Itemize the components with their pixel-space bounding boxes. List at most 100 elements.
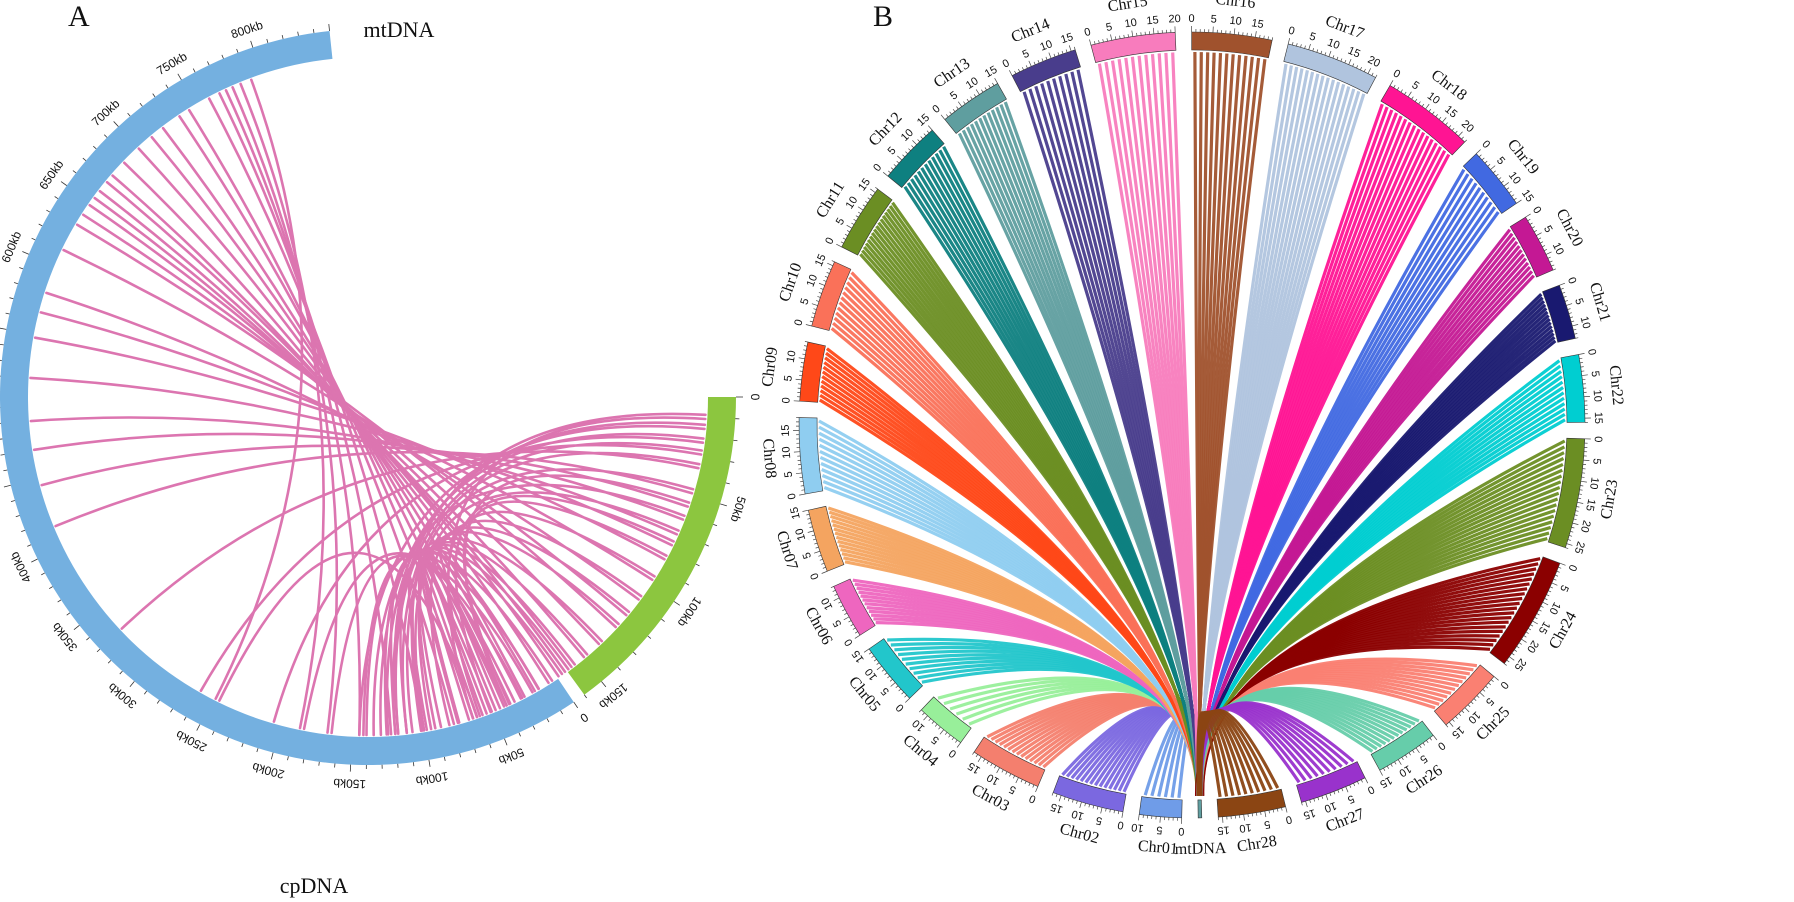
chr-tick (1353, 783, 1356, 787)
chr-tick-label: 0 (894, 701, 907, 714)
chr-tick (806, 513, 810, 516)
chr-tick (1467, 704, 1471, 708)
chr-tick (1571, 526, 1575, 529)
chr-tick-label: 15 (856, 176, 873, 193)
chr-tick (1452, 719, 1455, 722)
cpdna-tick (617, 666, 621, 671)
panel-b-links (818, 51, 1566, 798)
chr-tick-label: 10 (1578, 315, 1593, 330)
chr-label: Chr19 (1504, 136, 1542, 178)
chr-tick (1324, 52, 1327, 56)
chr-tick (1138, 814, 1140, 821)
chr-tick (842, 237, 846, 240)
chr-tick (1014, 70, 1017, 74)
chr-tick-label: 0 (1565, 276, 1578, 286)
chr-tick (1340, 58, 1343, 62)
chr-tick (1061, 50, 1064, 54)
chr-tick (870, 188, 876, 193)
chr-tick (882, 172, 889, 177)
chr-tick-label: 0 (1530, 204, 1543, 216)
chr-tick-label: 10 (1546, 600, 1562, 616)
chr-label: mtDNA (1175, 840, 1227, 858)
chr-label: Chr24 (1546, 609, 1580, 652)
mtdna-tick (129, 681, 135, 687)
chr-tick-label: 10 (910, 717, 927, 734)
chr-tick (844, 233, 848, 236)
chr-tick (815, 300, 820, 302)
cpdna-tick (695, 563, 700, 567)
mtdna-tick (165, 84, 169, 89)
chr-tick-label: 0 (1284, 813, 1293, 826)
chr-tick (1508, 190, 1512, 194)
chr-tick (1263, 35, 1265, 39)
chr-tick (802, 353, 806, 355)
panel-a-circos: 0 50kb 100kb 150kb 200kb 250kb 300kb 350kb 400kb… (0, 17, 762, 898)
chr-tick-label: 15 (1146, 14, 1159, 27)
mtdna-tick (287, 756, 289, 761)
mtdna-tick (212, 731, 215, 736)
chr-tick (1455, 716, 1458, 719)
chr-tick (1525, 631, 1529, 634)
chr-tick (1445, 122, 1448, 126)
chr-tick (1498, 177, 1502, 180)
chr-tick-label: 5 (948, 89, 960, 102)
chr-tick (1092, 805, 1095, 809)
chr-tick (1578, 353, 1585, 355)
mtdna-tick (31, 237, 36, 241)
chr-tick-label: 0 (780, 397, 792, 404)
mtdna-tick (236, 48, 239, 53)
chr-tick (994, 765, 997, 769)
chr-tick (1243, 814, 1245, 821)
chr-tick (1268, 810, 1270, 814)
chr-tick (868, 652, 872, 655)
chr-tick (1393, 84, 1396, 88)
chr-tick (1551, 582, 1558, 586)
chr-tick (850, 623, 854, 627)
chr-tick (1119, 35, 1121, 39)
chr-tick (1028, 782, 1031, 786)
chr-tick (838, 601, 842, 604)
chr-tick (1487, 164, 1491, 167)
mtdna-tick-label: 250kb (173, 727, 209, 755)
chr-tick (1276, 808, 1279, 812)
mtdna-tick (3, 484, 11, 488)
chr-tick (1549, 586, 1554, 589)
chr-tick (1435, 114, 1438, 117)
chr-tick (1009, 773, 1012, 777)
chr-tick (1538, 609, 1542, 612)
chr-tick (804, 341, 808, 343)
chr-tick-label: 10 (964, 75, 981, 92)
chr-tick (1021, 67, 1024, 71)
chr-tick (893, 164, 897, 167)
chr-tick (1397, 87, 1400, 91)
mtdna-tick (107, 660, 112, 664)
mtdna-tick-label: 50kb (496, 745, 526, 768)
chr-tick (1371, 72, 1374, 76)
chr-tick (1106, 38, 1108, 42)
chr-tick (1001, 769, 1004, 773)
chr-tick (1260, 811, 1262, 815)
chr-tick (981, 89, 984, 93)
chr-tick (1509, 656, 1515, 661)
chr-tick-label: 15 (1519, 188, 1536, 205)
mtdna-tick (22, 251, 29, 255)
chr-tick (1110, 34, 1113, 41)
panel-a-links (29, 78, 707, 737)
chr-tick-label: 0 (1083, 26, 1092, 39)
chr-tick (986, 761, 989, 764)
chr-tick-label: 0 (792, 318, 805, 327)
chr-tick (1442, 117, 1447, 123)
chr-tick (1401, 757, 1404, 761)
chr-tick (1312, 48, 1315, 52)
mtdna-tick (73, 625, 80, 631)
chr-tick (1341, 788, 1344, 792)
chr-tick (1473, 698, 1477, 702)
chr-tick (938, 726, 941, 730)
chr-tick (1009, 70, 1013, 76)
chr-tick (956, 106, 959, 110)
chr-tick (851, 222, 855, 225)
chr-tick (809, 320, 813, 323)
chr-tick-label: 15 (915, 112, 932, 129)
cpdna-tick (685, 582, 690, 586)
